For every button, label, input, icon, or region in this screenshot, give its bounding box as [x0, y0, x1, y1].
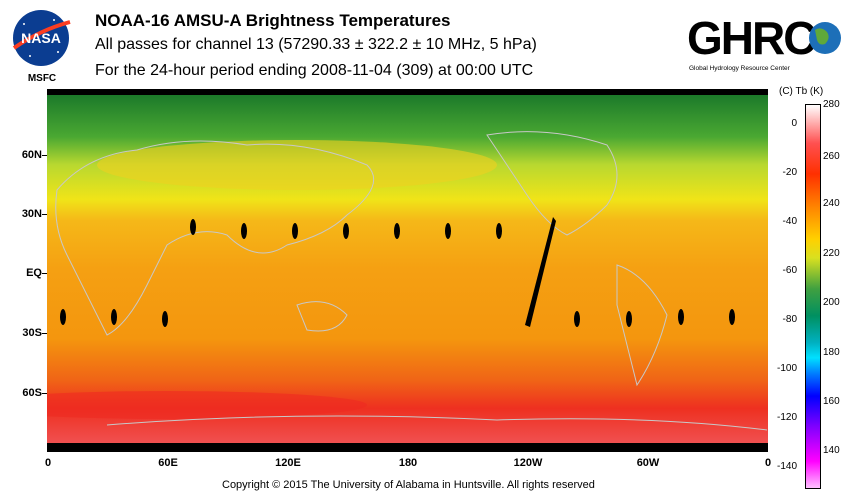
lon-label-0: 0: [44, 457, 52, 469]
colorbar-unit-label: (C) Tb (K): [779, 86, 824, 97]
lat-label-30s: 30S: [22, 327, 42, 339]
msfc-logo-text: MSFC: [28, 73, 56, 84]
colorbar-celsius-tick: -80: [782, 314, 797, 325]
colorbar-kelvin-tick: 240: [823, 198, 840, 209]
colorbar-celsius-tick: -20: [782, 167, 797, 178]
colorbar-celsius-tick: -120: [776, 412, 797, 423]
page-title: NOAA-16 AMSU-A Brightness Temperatures: [95, 11, 451, 30]
brightness-map: [47, 89, 768, 452]
nasa-logo: NASA MSFC: [10, 8, 74, 84]
tick-mark: [42, 393, 47, 394]
lat-label-60n: 60N: [21, 149, 42, 161]
temperature-field: [47, 95, 768, 443]
colorbar-kelvin-tick: 200: [823, 297, 840, 308]
ghrc-subtitle: Global Hydrology Resource Center: [689, 65, 791, 72]
nasa-logo-text: NASA: [21, 30, 61, 46]
copyright-notice: Copyright © 2015 The University of Alaba…: [222, 479, 595, 491]
colorbar-kelvin-tick: 220: [823, 248, 840, 259]
colorbar: [805, 104, 821, 489]
colorbar-kelvin-tick: 260: [823, 151, 840, 162]
period-subtitle: For the 24-hour period ending 2008-11-04…: [95, 62, 534, 79]
tick-mark: [42, 273, 47, 274]
channel-subtitle: All passes for channel 13 (57290.33 ± 32…: [95, 36, 537, 53]
coastlines: [55, 131, 768, 431]
tick-mark: [42, 333, 47, 334]
colorbar-celsius-tick: 0: [791, 118, 797, 129]
lat-label-eq: EQ: [26, 267, 42, 279]
colorbar-celsius-tick: -60: [782, 265, 797, 276]
lon-label-0-east: 0: [764, 457, 772, 469]
ghrc-logo: GHRC Global Hydrology Resource Center: [685, 8, 847, 74]
lat-label-60s: 60S: [22, 387, 42, 399]
colorbar-celsius-tick: -100: [776, 363, 797, 374]
colorbar-kelvin-tick: 160: [823, 396, 840, 407]
colorbar-celsius-tick: -140: [776, 461, 797, 472]
colorbar-kelvin-tick: 140: [823, 445, 840, 456]
colorbar-kelvin-tick: 280: [823, 99, 840, 110]
lon-label-60w: 60W: [636, 457, 660, 469]
ghrc-logo-text: GHRC: [687, 12, 815, 64]
lat-label-30n: 30N: [21, 208, 42, 220]
colorbar-celsius-tick: -40: [782, 216, 797, 227]
lon-label-120w: 120W: [513, 457, 543, 469]
lon-label-180: 180: [398, 457, 418, 469]
colorbar-kelvin-tick: 180: [823, 347, 840, 358]
lon-label-120e: 120E: [275, 457, 301, 469]
orbit-gaps: [60, 217, 735, 327]
tick-mark: [42, 155, 47, 156]
tick-mark: [42, 214, 47, 215]
lon-label-60e: 60E: [158, 457, 178, 469]
